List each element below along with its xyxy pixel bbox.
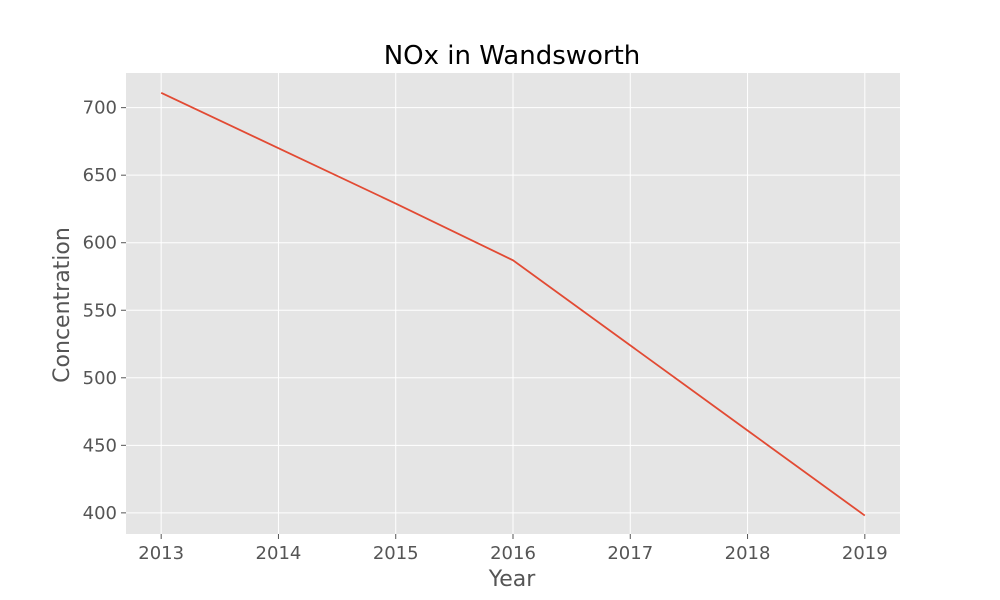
x-tick-label: 2016 xyxy=(490,543,536,564)
y-axis-ticks: 400 450 500 550 600 650 700 xyxy=(83,98,126,524)
chart-title: NOx in Wandsworth xyxy=(384,41,641,71)
y-tick-label: 500 xyxy=(83,368,117,389)
x-axis-ticks: 2013 2014 2015 2016 2017 2018 2019 xyxy=(138,534,888,564)
x-axis-label: Year xyxy=(488,567,537,592)
x-tick-label: 2015 xyxy=(373,543,419,564)
y-axis-label: Concentration xyxy=(50,227,75,383)
y-tick-label: 400 xyxy=(83,503,117,524)
x-tick-label: 2014 xyxy=(256,543,302,564)
y-tick-label: 700 xyxy=(83,98,117,119)
y-tick-label: 650 xyxy=(83,165,117,186)
x-tick-label: 2013 xyxy=(138,543,184,564)
y-tick-label: 600 xyxy=(83,233,117,254)
grid-lines xyxy=(126,73,900,534)
y-tick-label: 450 xyxy=(83,435,117,456)
x-tick-label: 2017 xyxy=(607,543,653,564)
series-line xyxy=(160,91,866,517)
y-tick-label: 550 xyxy=(83,300,117,321)
x-tick-label: 2019 xyxy=(842,543,888,564)
x-tick-label: 2018 xyxy=(725,543,771,564)
